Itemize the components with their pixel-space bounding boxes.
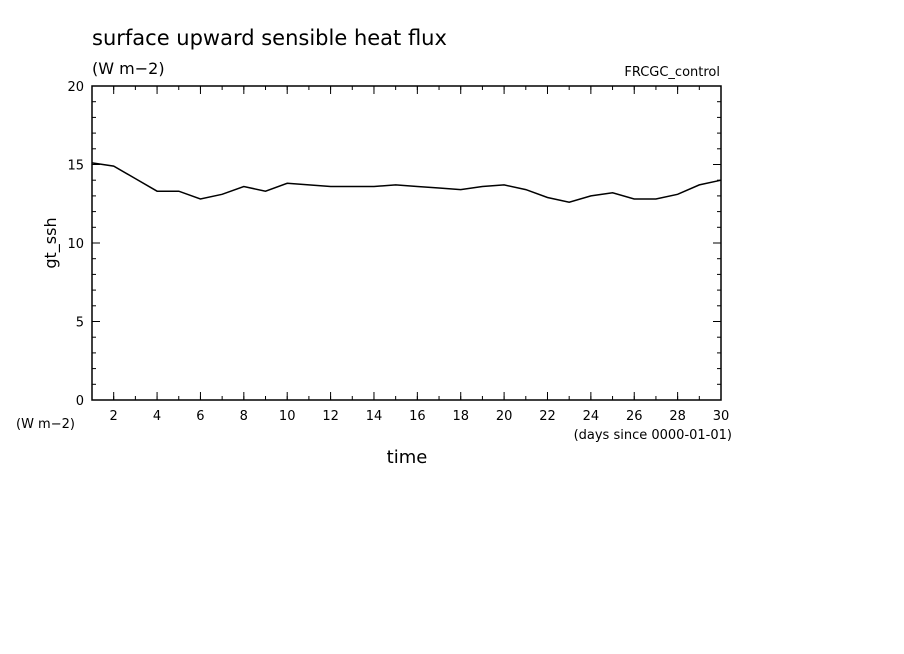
x-tick-label: 22 [539,409,556,424]
x-tick-label: 16 [409,409,426,424]
y-tick-label: 0 [76,394,84,409]
y-tick-label: 5 [76,316,84,331]
x-tick-label: 8 [240,409,248,424]
ticks [91,85,722,401]
x-tick-label: 18 [452,409,469,424]
x-axis-label: time [387,447,428,468]
experiment-label: FRCGC_control [624,65,720,80]
y-tick-label: 10 [67,237,84,252]
x-tick-label: 12 [322,409,339,424]
y-tick-label: 20 [67,80,84,95]
x-units-label: (days since 0000-01-01) [574,428,732,443]
x-tick-label: 30 [713,409,730,424]
x-tick-label: 4 [153,409,161,424]
x-tick-label: 10 [279,409,296,424]
series-line [91,162,722,203]
x-tick-label: 20 [496,409,513,424]
x-tick-label: 24 [583,409,600,424]
x-tick-label: 26 [626,409,643,424]
x-tick-label: 6 [196,409,204,424]
chart-title: surface upward sensible heat flux [92,26,447,50]
x-tick-label: 28 [669,409,686,424]
chart-units: (W m−2) [92,59,165,78]
x-tick-label: 2 [110,409,118,424]
y-axis-label: gt_ssh [41,217,61,268]
x-tick-label: 14 [366,409,383,424]
plot-frame [91,85,722,401]
y-tick-label: 15 [67,159,84,174]
y-units-corner: (W m−2) [16,417,75,432]
